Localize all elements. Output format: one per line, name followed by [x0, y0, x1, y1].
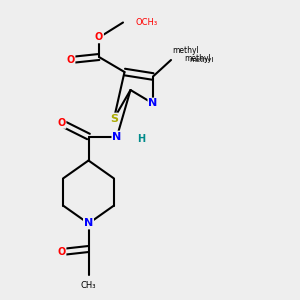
- Text: methyl: methyl: [189, 57, 213, 63]
- Text: methyl: methyl: [184, 54, 211, 63]
- Text: O: O: [66, 55, 75, 65]
- Text: methyl: methyl: [172, 46, 199, 56]
- Text: CH₃: CH₃: [81, 280, 96, 290]
- Text: N: N: [112, 131, 122, 142]
- Text: S: S: [110, 113, 118, 124]
- Text: O: O: [95, 32, 103, 43]
- Text: O: O: [57, 247, 66, 257]
- Text: O: O: [57, 118, 66, 128]
- Text: H: H: [137, 134, 145, 145]
- Text: N: N: [148, 98, 158, 109]
- Text: OCH₃: OCH₃: [135, 18, 157, 27]
- Text: N: N: [84, 218, 93, 229]
